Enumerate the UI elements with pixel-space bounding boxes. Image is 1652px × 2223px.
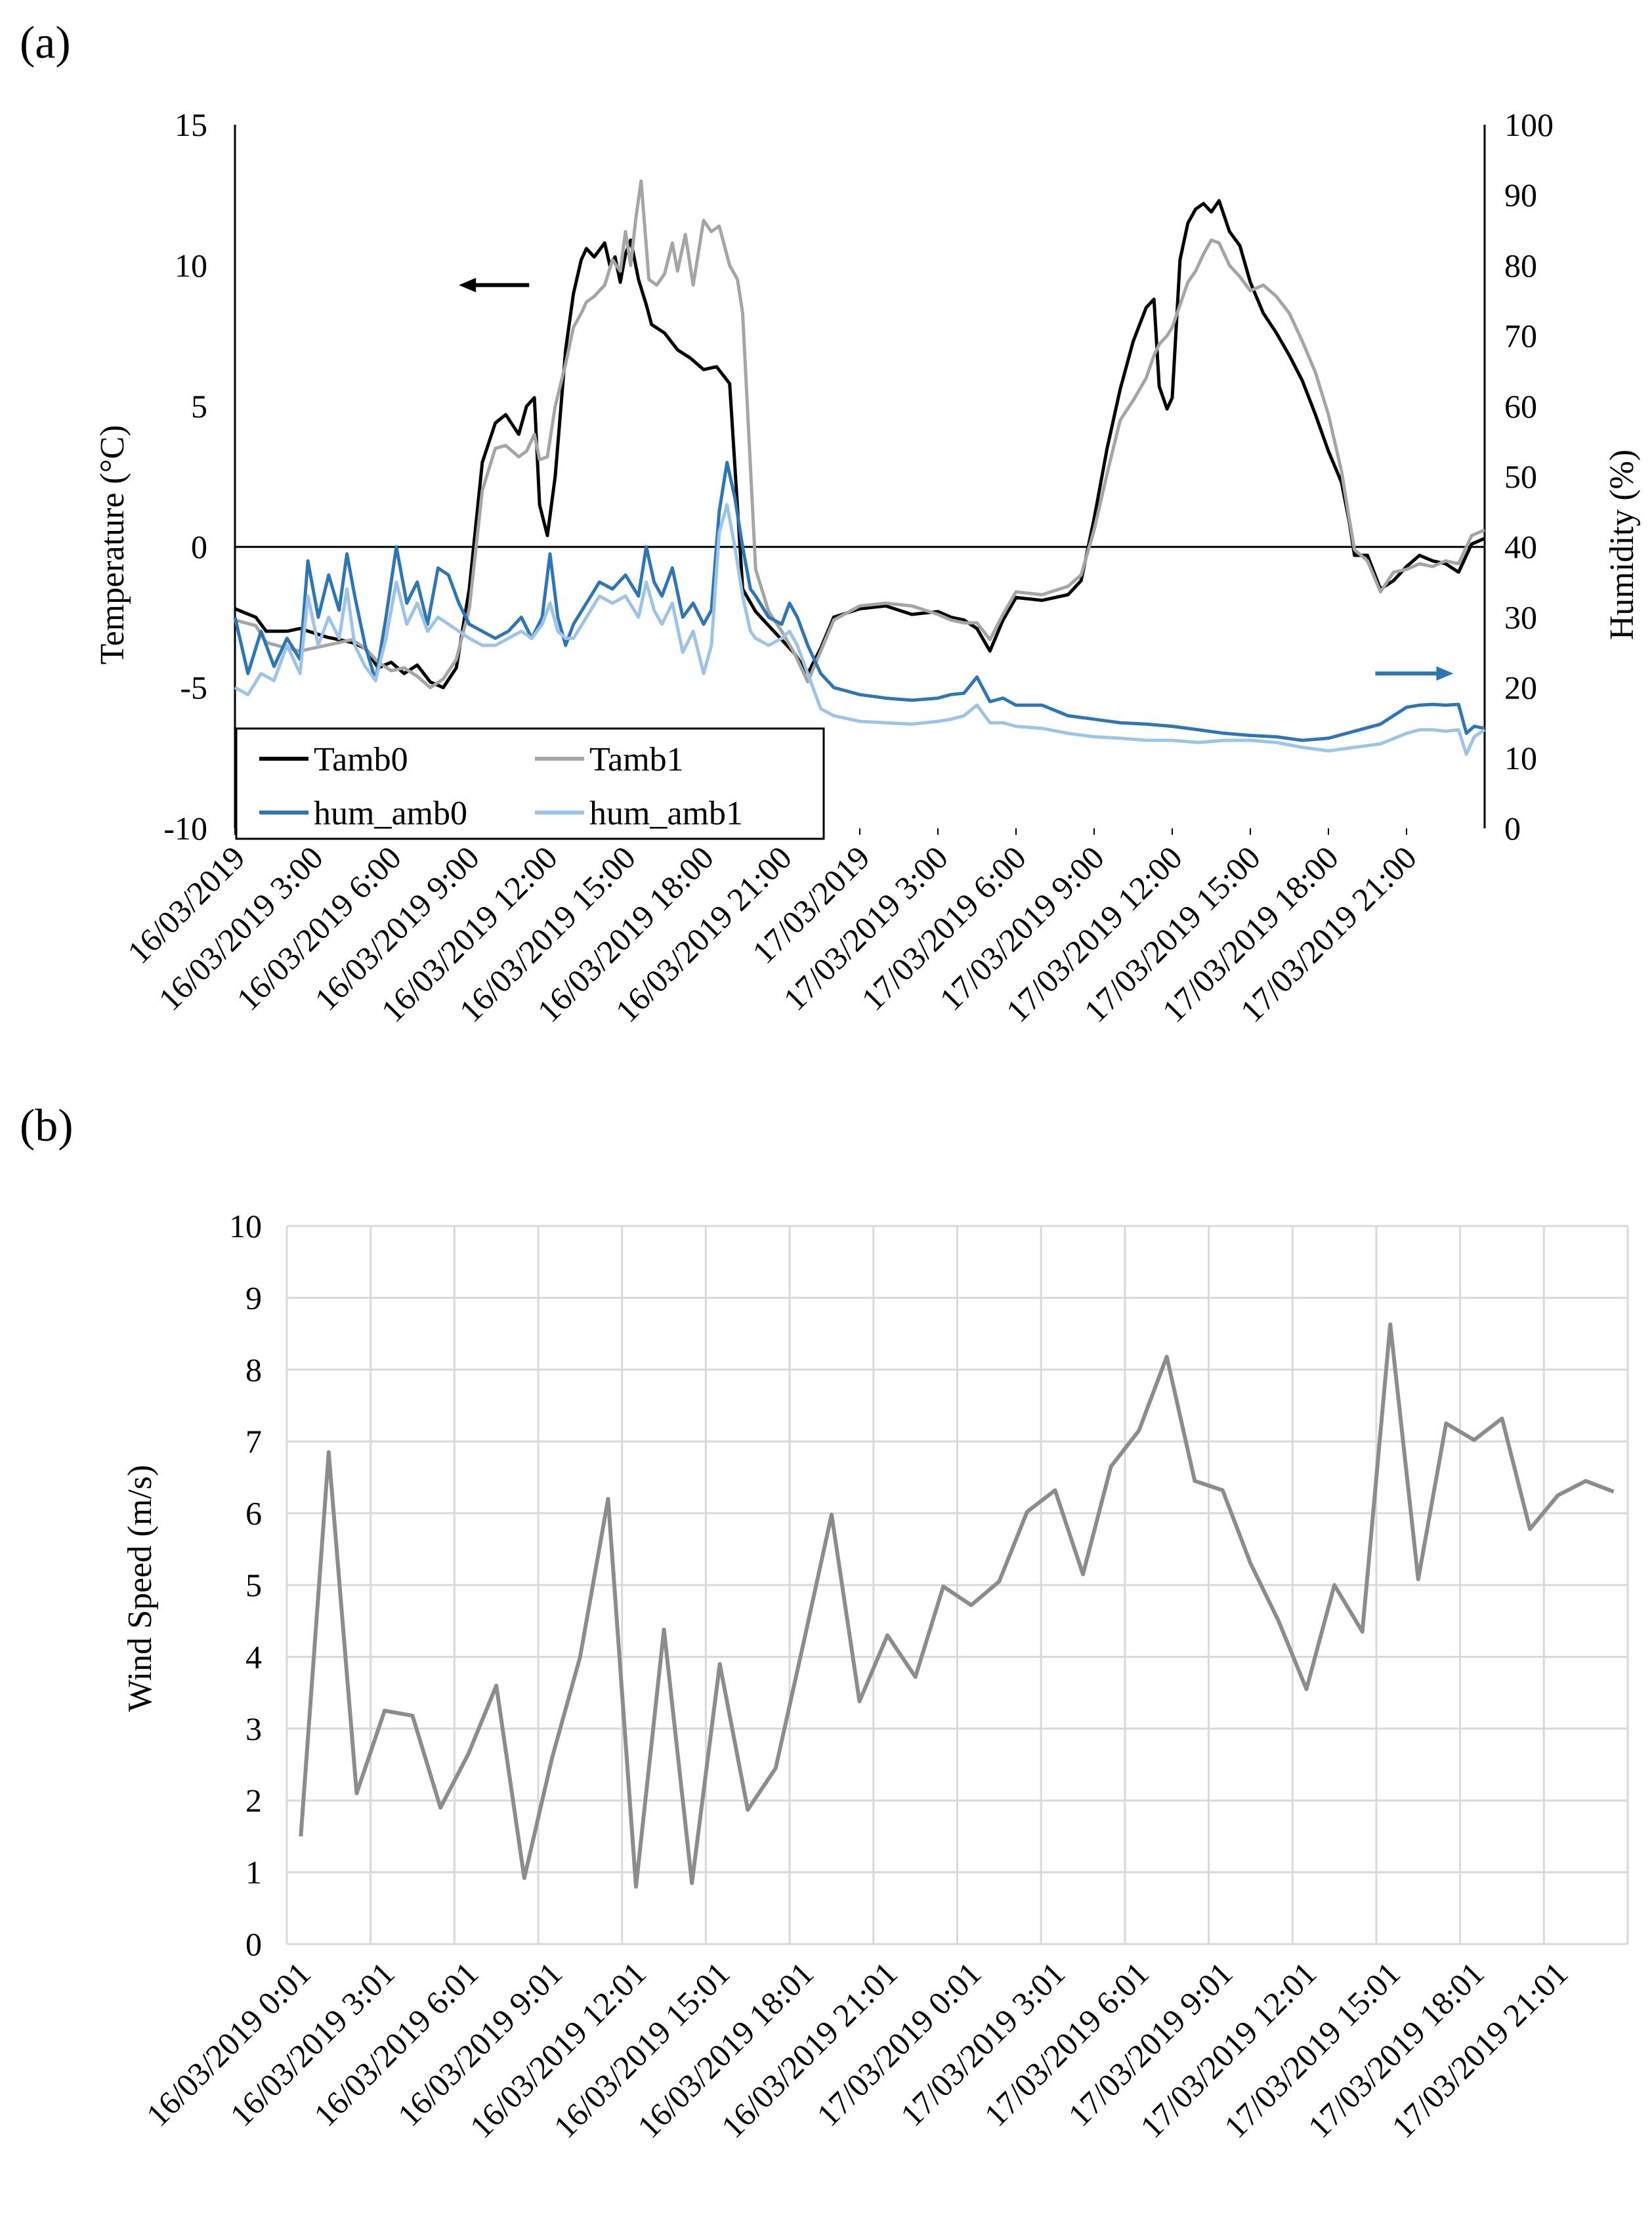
y2-tick-label-20: 20: [1504, 669, 1537, 706]
temperature-axis-arrow-head: [459, 278, 477, 293]
y2-tick-label-10: 10: [1504, 740, 1537, 776]
y-tick-label-15: 15: [175, 106, 207, 143]
panel-b-label: (b): [20, 1101, 74, 1151]
y-tick-label-3: 3: [245, 1710, 262, 1747]
y2-tick-label-80: 80: [1504, 247, 1537, 284]
panel-a-label: (a): [20, 18, 71, 68]
y2-tick-label-40: 40: [1504, 528, 1537, 565]
y-tick-label-0: 0: [191, 528, 207, 565]
series-line-hum-amb0: [233, 461, 1485, 742]
y-axis-title-humidity: Humidity (%): [1603, 450, 1641, 640]
y-tick-label-2: 2: [245, 1782, 262, 1819]
chart-a-series: [233, 179, 1486, 756]
legend-label-hum-amb0: hum_amb0: [314, 795, 467, 832]
y2-tick-label-60: 60: [1504, 388, 1537, 425]
y-tick-label-6: 6: [245, 1495, 262, 1532]
humidity-axis-arrow-head: [1436, 666, 1454, 681]
y2-tick-label-90: 90: [1504, 177, 1537, 213]
y-tick-label-5: 5: [245, 1567, 262, 1603]
y-axis-title-temperature: Temperature (°C): [94, 425, 131, 664]
y-tick-label-1: 1: [245, 1854, 262, 1891]
y2-tick-label-70: 70: [1504, 318, 1537, 354]
series-line-hum-amb1: [234, 503, 1486, 756]
legend-box: [235, 727, 825, 840]
series-line-wind-speed: [299, 1322, 1615, 1889]
y-tick-label-9: 9: [245, 1279, 262, 1316]
chart-a-legend: Tamb0 Tamb1 hum_amb0 hum_amb1: [235, 727, 825, 840]
y2-tick-label-30: 30: [1504, 599, 1537, 635]
chart-b-series: [299, 1322, 1615, 1889]
y-tick-label-10: -10: [163, 810, 207, 847]
y2-tick-label-0: 0: [1504, 810, 1521, 847]
y-tick-label-10: 10: [175, 247, 207, 284]
y2-tick-label-100: 100: [1504, 106, 1554, 143]
y-tick-label-10: 10: [229, 1208, 262, 1244]
legend-label-tamb0: Tamb0: [314, 741, 408, 778]
y-tick-label-4: 4: [245, 1638, 262, 1675]
y-tick-label-7: 7: [245, 1423, 262, 1460]
legend-label-tamb1: Tamb1: [589, 741, 684, 778]
y-tick-label-5: -5: [180, 669, 207, 706]
chart-a-arrows: [459, 278, 1454, 681]
series-line-tamb1: [234, 179, 1485, 690]
y-tick-label-5: 5: [191, 388, 207, 425]
y-tick-label-0: 0: [245, 1926, 262, 1962]
y-tick-label-8: 8: [245, 1351, 262, 1388]
y-axis-title-wind-speed: Wind Speed (m/s): [121, 1465, 159, 1712]
legend-label-hum-amb1: hum_amb1: [589, 795, 743, 832]
y2-tick-label-50: 50: [1504, 458, 1537, 495]
